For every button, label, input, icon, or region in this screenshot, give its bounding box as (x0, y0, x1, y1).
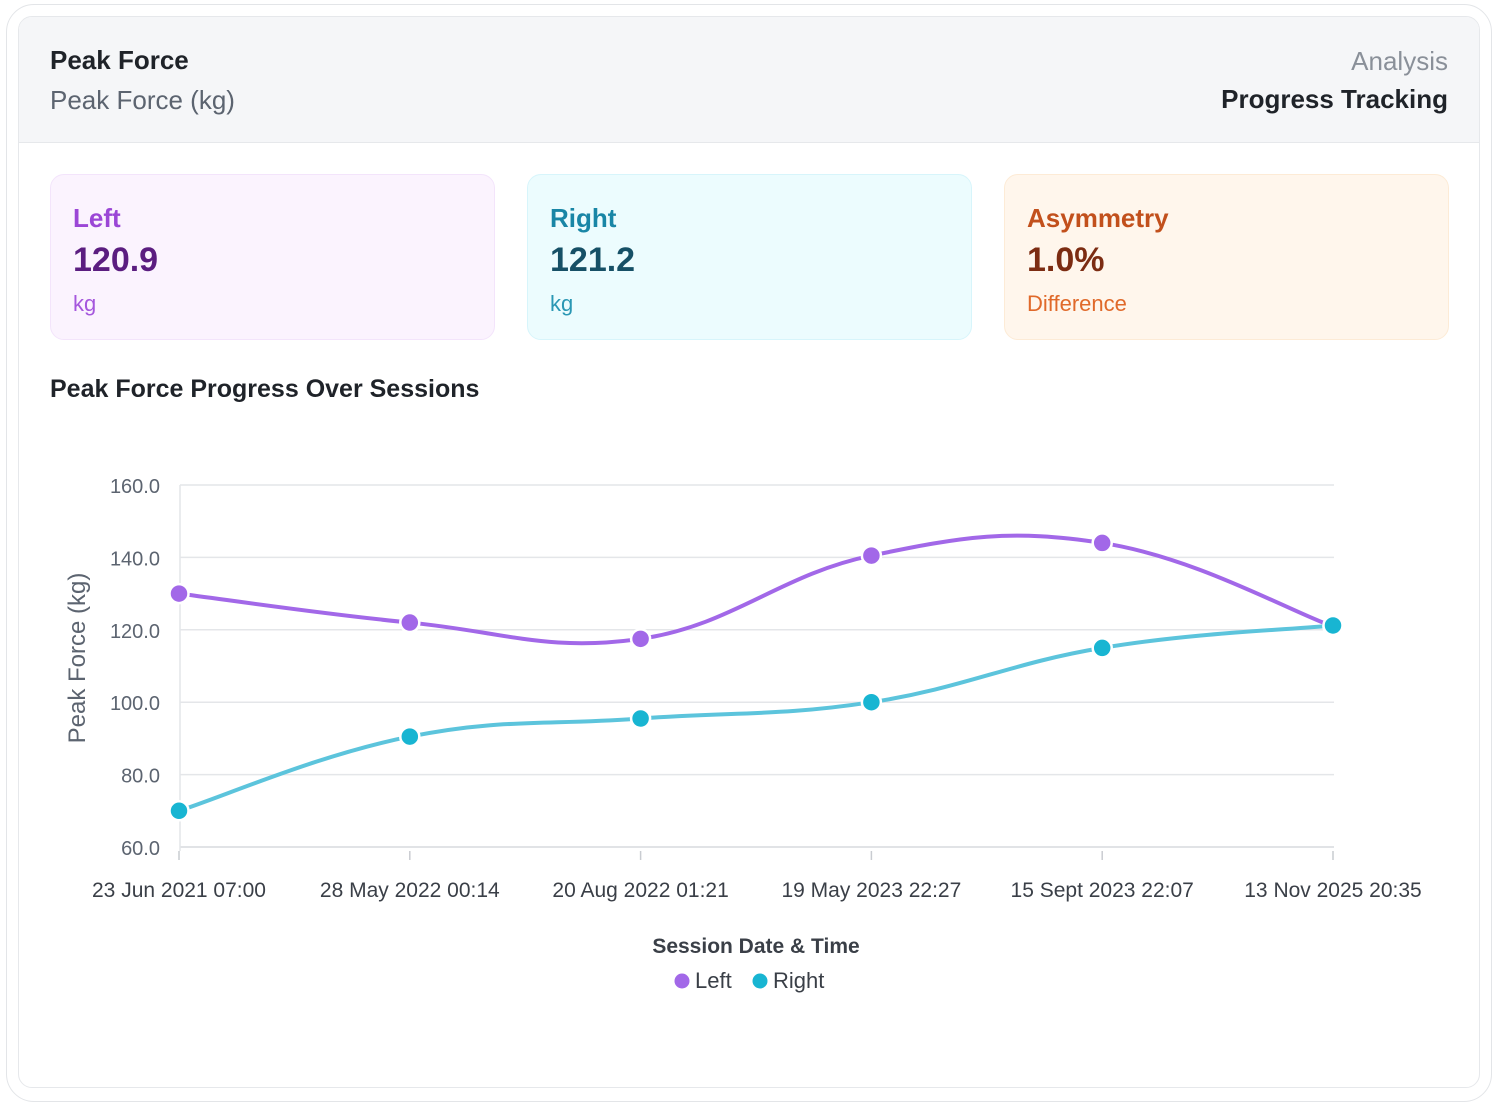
metric-subtitle: Peak Force (kg) (50, 85, 235, 115)
y-tick-label: 120.0 (110, 621, 160, 643)
y-tick-label: 60.0 (121, 838, 160, 860)
y-tick-label: 140.0 (110, 548, 160, 570)
left-data-point[interactable] (168, 582, 190, 605)
x-tick-label: 23 Jun 2021 07:00 (92, 879, 266, 902)
right-stat-value: 121.2 (550, 241, 636, 279)
left-stat-card: Left 120.9 kg (50, 174, 495, 340)
legend-right-label[interactable]: Right (773, 968, 824, 993)
metric-title: Peak Force (50, 45, 189, 75)
left-data-point[interactable] (399, 611, 421, 634)
left-data-point[interactable] (860, 544, 883, 567)
page-title: Progress Tracking (1221, 84, 1448, 114)
x-tick-label: 13 Nov 2025 20:35 (1244, 879, 1421, 902)
right-stat-card: Right 121.2 kg (527, 174, 972, 340)
asymmetry-stat-card: Asymmetry 1.0% Difference (1004, 174, 1449, 340)
asymmetry-stat-label: Asymmetry (1027, 203, 1169, 233)
asymmetry-stat-value: 1.0% (1027, 241, 1105, 279)
left-data-point[interactable] (629, 628, 652, 650)
right-data-point[interactable] (1091, 637, 1113, 659)
x-axis-title: Session Date & Time (652, 935, 859, 958)
right-stat-label: Right (550, 203, 617, 233)
x-tick-label: 19 May 2023 22:27 (781, 879, 961, 902)
right-stat-unit: kg (550, 291, 574, 316)
left-stat-value: 120.9 (73, 241, 159, 279)
card-header: Peak Force Peak Force (kg) Analysis Prog… (19, 17, 1479, 143)
right-series-line (177, 623, 1335, 813)
left-data-point[interactable] (1091, 532, 1113, 554)
chart-title: Peak Force Progress Over Sessions (50, 375, 480, 403)
asymmetry-stat-unit: Difference (1027, 291, 1127, 316)
legend-left-label[interactable]: Left (695, 968, 732, 993)
left-stat-unit: kg (73, 291, 97, 316)
x-tick-label: 15 Sept 2023 22:07 (1011, 879, 1194, 902)
peak-force-card: Peak Force Peak Force (kg) Analysis Prog… (18, 16, 1480, 1088)
peak-force-line-chart: 160.0 140.0 120.0 100.0 80.0 60.0 23 Jun 2021 … (64, 476, 1422, 993)
left-stat-label: Left (73, 203, 121, 233)
legend-left-marker[interactable] (674, 973, 690, 989)
right-data-point[interactable] (1322, 614, 1344, 637)
right-data-point[interactable] (399, 725, 421, 748)
y-tick-label: 100.0 (110, 693, 160, 715)
x-tick-label: 20 Aug 2022 01:21 (552, 879, 728, 902)
breadcrumb-analysis[interactable]: Analysis (1351, 46, 1448, 76)
y-tick-label: 160.0 (110, 476, 160, 498)
x-tick-label: 28 May 2022 00:14 (320, 879, 500, 902)
left-series-line (177, 533, 1335, 646)
right-data-point[interactable] (860, 691, 883, 713)
y-axis-title: Peak Force (kg) (64, 573, 91, 744)
right-data-point[interactable] (168, 800, 190, 822)
right-data-point[interactable] (629, 707, 652, 730)
legend-right-marker[interactable] (752, 973, 768, 989)
y-tick-label: 80.0 (121, 766, 160, 788)
